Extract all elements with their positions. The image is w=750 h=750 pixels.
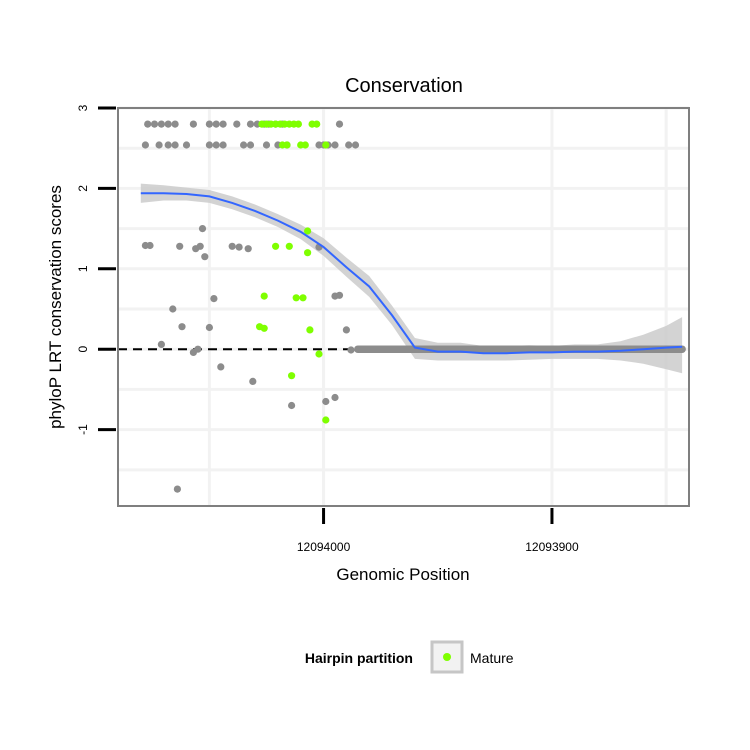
data-point-other — [210, 295, 218, 303]
data-point-other — [189, 120, 197, 128]
data-point-other — [331, 393, 339, 402]
y-tick-label: 2 — [76, 185, 90, 192]
data-point-mature — [304, 249, 312, 257]
data-point-mature — [315, 350, 323, 358]
data-point-other — [347, 346, 355, 354]
data-point-other — [288, 401, 296, 410]
confidence-ribbon — [140, 183, 683, 374]
data-point-other — [246, 141, 255, 149]
data-point-mature — [272, 242, 280, 250]
data-points — [141, 120, 686, 493]
data-point-other — [164, 120, 172, 128]
data-point-other — [169, 305, 177, 313]
data-point-mature — [299, 294, 307, 302]
legend: Hairpin partition Mature — [305, 640, 514, 674]
data-point-other — [144, 120, 152, 128]
data-point-other — [235, 243, 243, 251]
legend-title: Hairpin partition — [305, 650, 413, 666]
y-tick-label: 3 — [76, 104, 90, 111]
data-point-other — [201, 253, 209, 261]
data-point-other — [196, 242, 204, 250]
y-tick-label: -1 — [76, 424, 90, 435]
data-point-other — [335, 120, 344, 128]
data-point-other — [212, 141, 220, 149]
y-axis-label: phyloP LRT conservation scores — [46, 185, 65, 429]
data-point-other — [146, 241, 154, 250]
y-axis-ticks: -1 0 1 2 3 — [76, 104, 116, 435]
data-point-mature — [260, 324, 268, 332]
data-point-other — [249, 377, 257, 385]
data-point-other — [244, 245, 252, 253]
data-point-other — [219, 141, 227, 149]
x-tick-label: 12094000 — [297, 540, 351, 554]
data-point-other — [212, 120, 220, 128]
data-point-other — [345, 141, 353, 149]
data-point-mature — [283, 141, 291, 149]
data-point-other — [205, 323, 213, 332]
data-point-mature — [294, 120, 302, 128]
y-tick-label: 0 — [76, 346, 90, 353]
data-point-other — [217, 363, 225, 371]
grid-lines — [118, 106, 689, 506]
data-point-other — [164, 141, 172, 149]
data-point-other — [262, 141, 271, 149]
data-point-mature — [306, 326, 314, 334]
data-point-other — [342, 326, 350, 334]
data-point-other — [150, 120, 159, 128]
data-point-other — [173, 485, 181, 493]
legend-mature-marker — [443, 653, 451, 661]
x-axis-label: Genomic Position — [336, 565, 469, 584]
data-point-mature — [322, 416, 330, 424]
data-point-mature — [313, 120, 321, 128]
data-point-other — [171, 120, 179, 128]
data-point-other — [157, 340, 165, 348]
y-tick-label: 1 — [76, 265, 90, 272]
legend-mature-label: Mature — [470, 650, 514, 666]
data-point-other — [205, 141, 213, 149]
plot-panel-border — [117, 107, 690, 507]
data-point-other — [331, 292, 339, 300]
data-point-other — [228, 242, 236, 250]
x-axis-ticks: 12094000 12093900 — [297, 508, 579, 554]
data-point-other — [351, 141, 360, 149]
data-point-mature — [260, 292, 268, 300]
data-point-mature — [301, 141, 309, 149]
data-point-other — [178, 323, 186, 331]
data-point-mature — [292, 294, 300, 302]
data-point-other — [233, 120, 241, 128]
data-point-other — [322, 397, 330, 406]
data-point-mature — [285, 242, 293, 250]
data-point-other — [246, 120, 255, 128]
data-point-other — [219, 120, 227, 128]
chart-title: Conservation — [345, 75, 463, 97]
data-point-other — [205, 120, 213, 128]
loess-smooth-line — [140, 192, 683, 355]
data-point-other — [176, 242, 184, 250]
data-point-other — [155, 141, 163, 149]
data-point-other — [194, 345, 202, 353]
data-point-mature — [288, 372, 296, 380]
data-point-other — [157, 120, 165, 128]
data-point-other — [171, 141, 179, 149]
data-point-other — [182, 141, 191, 149]
data-point-other — [331, 141, 339, 149]
data-point-other — [198, 225, 207, 233]
data-point-mature — [304, 227, 312, 235]
x-tick-label: 12093900 — [525, 540, 579, 554]
data-point-mature — [322, 141, 330, 149]
data-point-other — [240, 141, 248, 149]
data-point-other — [141, 141, 149, 149]
